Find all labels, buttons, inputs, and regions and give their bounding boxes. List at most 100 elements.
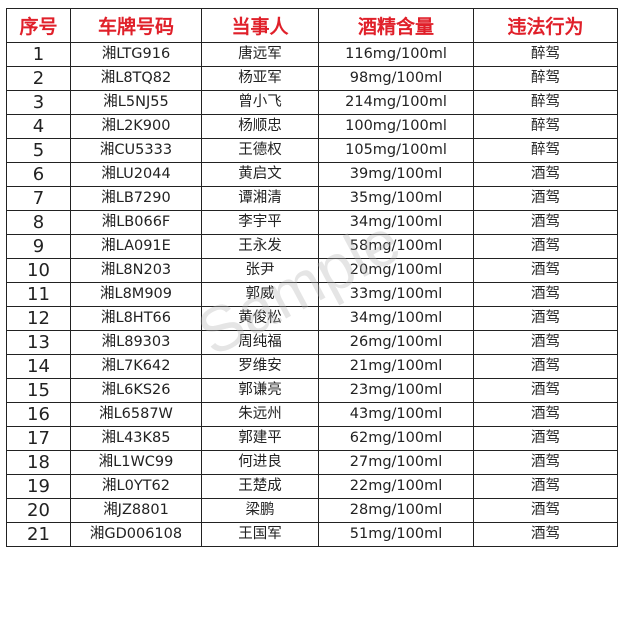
cell-violation: 酒驾 — [473, 186, 618, 211]
cell-violation: 酒驾 — [473, 306, 618, 331]
cell-alcohol: 34mg/100ml — [318, 306, 474, 331]
table-row: 1 湘LTG916 唐远军 116mg/100ml 醉驾 — [6, 42, 618, 67]
cell-index: 2 — [6, 66, 71, 91]
cell-alcohol: 116mg/100ml — [318, 42, 474, 67]
cell-index: 1 — [6, 42, 71, 67]
cell-plate: 湘L7K642 — [70, 354, 202, 379]
cell-alcohol: 33mg/100ml — [318, 282, 474, 307]
cell-alcohol: 27mg/100ml — [318, 450, 474, 475]
cell-violation: 醉驾 — [473, 114, 618, 139]
cell-plate: 湘LTG916 — [70, 42, 202, 67]
table-row: 21 湘GD006108 王国军 51mg/100ml 酒驾 — [6, 522, 618, 547]
cell-person: 郭谦亮 — [201, 378, 319, 403]
cell-alcohol: 58mg/100ml — [318, 234, 474, 259]
cell-plate: 湘L2K900 — [70, 114, 202, 139]
cell-person: 杨亚军 — [201, 66, 319, 91]
cell-alcohol: 20mg/100ml — [318, 258, 474, 283]
cell-person: 梁鹏 — [201, 498, 319, 523]
cell-violation: 醉驾 — [473, 90, 618, 115]
cell-person: 李宇平 — [201, 210, 319, 235]
cell-violation: 酒驾 — [473, 282, 618, 307]
cell-alcohol: 51mg/100ml — [318, 522, 474, 547]
cell-plate: 湘L6587W — [70, 402, 202, 427]
cell-violation: 酒驾 — [473, 162, 618, 187]
cell-person: 王德权 — [201, 138, 319, 163]
cell-index: 3 — [6, 90, 71, 115]
cell-alcohol: 214mg/100ml — [318, 90, 474, 115]
cell-index: 17 — [6, 426, 71, 451]
cell-index: 19 — [6, 474, 71, 499]
table-row: 20 湘JZ8801 梁鹏 28mg/100ml 酒驾 — [6, 498, 618, 523]
cell-plate: 湘LU2044 — [70, 162, 202, 187]
header-alcohol: 酒精含量 — [318, 8, 474, 43]
cell-alcohol: 34mg/100ml — [318, 210, 474, 235]
cell-index: 16 — [6, 402, 71, 427]
cell-violation: 酒驾 — [473, 402, 618, 427]
cell-alcohol: 100mg/100ml — [318, 114, 474, 139]
cell-person: 郭威 — [201, 282, 319, 307]
cell-alcohol: 98mg/100ml — [318, 66, 474, 91]
cell-person: 郭建平 — [201, 426, 319, 451]
cell-person: 谭湘清 — [201, 186, 319, 211]
cell-alcohol: 26mg/100ml — [318, 330, 474, 355]
cell-violation: 酒驾 — [473, 258, 618, 283]
cell-index: 13 — [6, 330, 71, 355]
cell-plate: 湘L5NJ55 — [70, 90, 202, 115]
cell-plate: 湘L0YT62 — [70, 474, 202, 499]
cell-alcohol: 28mg/100ml — [318, 498, 474, 523]
table-row: 18 湘L1WC99 何进良 27mg/100ml 酒驾 — [6, 450, 618, 475]
cell-person: 朱远州 — [201, 402, 319, 427]
cell-person: 黄俊松 — [201, 306, 319, 331]
table-row: 5 湘CU5333 王德权 105mg/100ml 醉驾 — [6, 138, 618, 163]
cell-alcohol: 62mg/100ml — [318, 426, 474, 451]
cell-alcohol: 23mg/100ml — [318, 378, 474, 403]
cell-alcohol: 21mg/100ml — [318, 354, 474, 379]
cell-index: 10 — [6, 258, 71, 283]
cell-alcohol: 39mg/100ml — [318, 162, 474, 187]
cell-plate: 湘JZ8801 — [70, 498, 202, 523]
header-row: 序号 车牌号码 当事人 酒精含量 违法行为 — [6, 8, 618, 43]
cell-plate: 湘L8M909 — [70, 282, 202, 307]
cell-violation: 酒驾 — [473, 498, 618, 523]
table-row: 8 湘LB066F 李宇平 34mg/100ml 酒驾 — [6, 210, 618, 235]
cell-plate: 湘LA091E — [70, 234, 202, 259]
cell-plate: 湘L8TQ82 — [70, 66, 202, 91]
table-row: 17 湘L43K85 郭建平 62mg/100ml 酒驾 — [6, 426, 618, 451]
cell-plate: 湘L8HT66 — [70, 306, 202, 331]
violations-table: 序号 车牌号码 当事人 酒精含量 违法行为 1 湘LTG916 唐远军 116mg/100ml… — [6, 8, 618, 547]
cell-person: 何进良 — [201, 450, 319, 475]
table-row: 12 湘L8HT66 黄俊松 34mg/100ml 酒驾 — [6, 306, 618, 331]
table-row: 10 湘L8N203 张尹 20mg/100ml 酒驾 — [6, 258, 618, 283]
table-row: 9 湘LA091E 王永发 58mg/100ml 酒驾 — [6, 234, 618, 259]
cell-index: 6 — [6, 162, 71, 187]
cell-plate: 湘GD006108 — [70, 522, 202, 547]
header-index: 序号 — [6, 8, 71, 43]
cell-plate: 湘L8N203 — [70, 258, 202, 283]
header-violation: 违法行为 — [473, 8, 618, 43]
cell-violation: 酒驾 — [473, 210, 618, 235]
cell-index: 15 — [6, 378, 71, 403]
cell-person: 王永发 — [201, 234, 319, 259]
cell-violation: 酒驾 — [473, 474, 618, 499]
table-row: 7 湘LB7290 谭湘清 35mg/100ml 酒驾 — [6, 186, 618, 211]
cell-index: 11 — [6, 282, 71, 307]
table-row: 6 湘LU2044 黄启文 39mg/100ml 酒驾 — [6, 162, 618, 187]
cell-index: 21 — [6, 522, 71, 547]
cell-person: 黄启文 — [201, 162, 319, 187]
cell-alcohol: 22mg/100ml — [318, 474, 474, 499]
cell-violation: 醉驾 — [473, 42, 618, 67]
cell-plate: 湘CU5333 — [70, 138, 202, 163]
cell-violation: 酒驾 — [473, 330, 618, 355]
header-person: 当事人 — [201, 8, 319, 43]
cell-index: 8 — [6, 210, 71, 235]
cell-violation: 醉驾 — [473, 66, 618, 91]
table-row: 2 湘L8TQ82 杨亚军 98mg/100ml 醉驾 — [6, 66, 618, 91]
cell-plate: 湘L89303 — [70, 330, 202, 355]
cell-index: 20 — [6, 498, 71, 523]
cell-violation: 酒驾 — [473, 354, 618, 379]
cell-index: 7 — [6, 186, 71, 211]
table-row: 3 湘L5NJ55 曾小飞 214mg/100ml 醉驾 — [6, 90, 618, 115]
header-plate: 车牌号码 — [70, 8, 202, 43]
cell-alcohol: 43mg/100ml — [318, 402, 474, 427]
cell-violation: 酒驾 — [473, 450, 618, 475]
